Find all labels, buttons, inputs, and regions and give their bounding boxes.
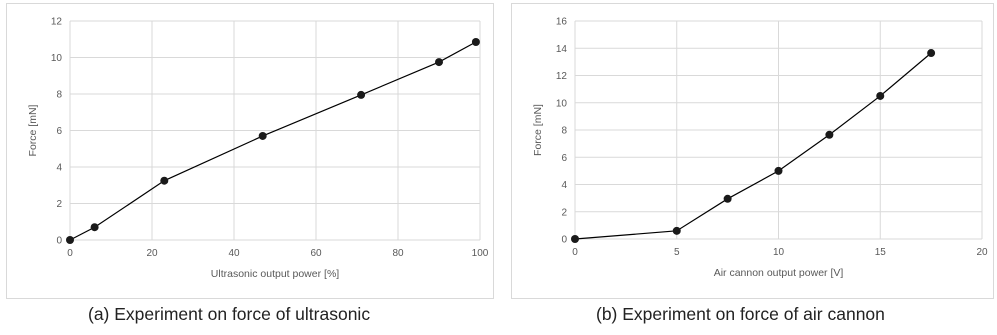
air-cannon-y-axis-title: Force [mN] [532, 104, 544, 156]
air-cannon-ytick-label-1: 2 [561, 207, 567, 218]
air-cannon-data-point-0-5 [876, 91, 885, 100]
air-cannon-ytick-label-2: 4 [561, 180, 567, 191]
air-cannon-ytick-label-7: 14 [556, 44, 568, 55]
ultrasonic-ytick-label-1: 2 [56, 199, 62, 210]
air-cannon-ytick-label-4: 8 [561, 126, 567, 137]
air-cannon-data-point-0-6 [927, 49, 936, 58]
air-cannon-ytick-label-3: 6 [561, 153, 567, 164]
air-cannon-x-axis-title: Air cannon output power [V] [714, 267, 844, 279]
ultrasonic-xtick-label-5: 100 [472, 248, 489, 259]
ultrasonic-data-point-0-6 [471, 37, 480, 46]
air-cannon-data-point-0-1 [672, 226, 681, 235]
chart-air-cannon-panel: 0 2 4 6 8 10 12 14 16 0 5 10 15 20 Air cannon output p… [511, 3, 994, 299]
chart-air-cannon-svg: 0 2 4 6 8 10 12 14 16 0 5 10 15 20 Air cannon output p… [532, 17, 988, 280]
ultrasonic-data-point-0-1 [90, 223, 99, 232]
ultrasonic-ytick-label-4: 8 [56, 90, 62, 101]
caption-ultrasonic: (a) Experiment on force of ultrasonic [88, 304, 371, 324]
chart-ultrasonic-panel: 0 2 4 6 8 10 12 0 20 40 60 80 100 Ultrasonic output p… [6, 3, 494, 299]
air-cannon-xtick-label-3: 15 [875, 247, 887, 258]
ultrasonic-ytick-label-3: 6 [56, 126, 62, 137]
air-cannon-data-point-0-3 [774, 166, 783, 175]
ultrasonic-data-point-0-4 [357, 90, 366, 99]
ultrasonic-series-line-0 [69, 41, 477, 241]
ultrasonic-ytick-label-0: 0 [56, 236, 62, 247]
ultrasonic-y-axis-title: Force [mN] [27, 104, 39, 156]
air-cannon-xtick-label-4: 20 [976, 247, 988, 258]
air-cannon-ytick-label-8: 16 [556, 17, 568, 28]
chart-ultrasonic-svg: 0 2 4 6 8 10 12 0 20 40 60 80 100 Ultrasonic output p… [27, 17, 489, 281]
air-cannon-ytick-label-6: 12 [556, 71, 568, 82]
ultrasonic-x-axis-title: Ultrasonic output power [%] [211, 268, 339, 280]
ultrasonic-xtick-label-1: 20 [146, 248, 158, 259]
air-cannon-xtick-label-0: 0 [572, 247, 578, 258]
ultrasonic-xtick-label-3: 60 [310, 248, 322, 259]
air-cannon-data-point-0-2 [723, 194, 732, 203]
ultrasonic-data-point-0-5 [435, 58, 443, 67]
ultrasonic-data-point-0-2 [160, 176, 169, 185]
air-cannon-data-point-0-4 [825, 130, 834, 139]
air-cannon-ytick-label-0: 0 [561, 235, 567, 246]
ultrasonic-ytick-label-2: 4 [56, 163, 62, 174]
caption-air-cannon: (b) Experiment on force of air cannon [596, 304, 885, 324]
ultrasonic-ytick-label-6: 12 [51, 17, 63, 28]
air-cannon-ytick-label-5: 10 [556, 98, 568, 109]
air-cannon-series-line-0 [574, 52, 932, 240]
ultrasonic-data-point-0-3 [258, 131, 267, 140]
ultrasonic-ytick-label-5: 10 [51, 53, 63, 64]
ultrasonic-xtick-label-4: 80 [392, 248, 404, 259]
air-cannon-xtick-label-1: 5 [674, 247, 680, 258]
ultrasonic-xtick-label-0: 0 [67, 248, 73, 259]
ultrasonic-data-point-0-0 [66, 236, 74, 244]
air-cannon-data-point-0-0 [571, 235, 579, 243]
air-cannon-xtick-label-2: 10 [773, 247, 785, 258]
ultrasonic-xtick-label-2: 40 [228, 248, 240, 259]
